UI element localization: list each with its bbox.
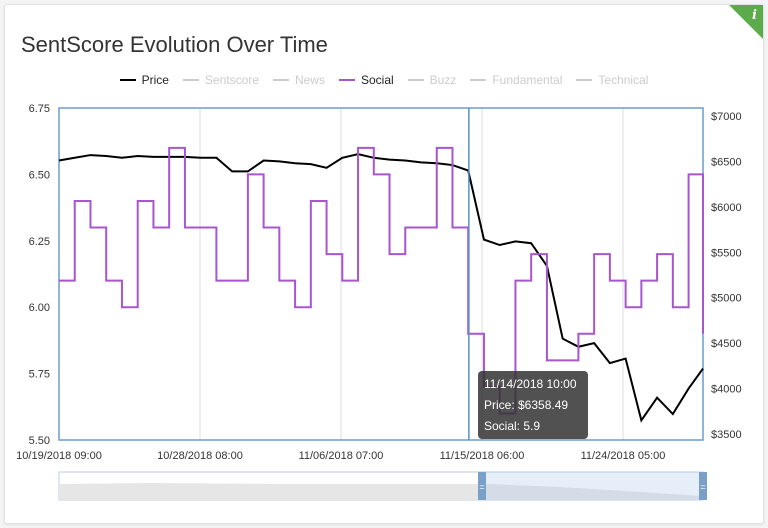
navigator-selection: [481, 472, 703, 500]
legend-swatch: [338, 79, 355, 81]
series-line-social: [59, 146, 704, 415]
y-right-tick-label: $5500: [711, 247, 742, 259]
y-left-tick-label: 6.75: [29, 103, 50, 115]
navigator-handle-right[interactable]: [699, 472, 707, 500]
info-corner[interactable]: [729, 5, 763, 39]
y-left-tick-label: 6.50: [29, 169, 50, 181]
legend-item-price[interactable]: Price: [119, 73, 169, 87]
y-right-tick-label: $7000: [711, 111, 742, 123]
tooltip: 11/14/2018 10:00 Price: $6358.49 Social:…: [478, 371, 588, 439]
legend-swatch: [272, 79, 289, 81]
y-right-tick-label: $3500: [711, 429, 742, 441]
legend-item-sentscore[interactable]: Sentscore: [182, 73, 259, 87]
x-tick-label: 11/15/2018 06:00: [440, 450, 525, 462]
legend-item-buzz[interactable]: Buzz: [407, 73, 457, 87]
legend-label: Technical: [598, 73, 649, 87]
x-tick-label: 10/19/2018 09:00: [16, 450, 102, 462]
chart-title: SentScore Evolution Over Time: [21, 32, 328, 57]
y-right-tick-label: $4500: [711, 338, 742, 350]
tooltip-price: Price: $6358.49: [484, 398, 569, 412]
y-left-tick-label: 6.25: [29, 236, 50, 248]
y-right-tick-label: $6500: [711, 156, 742, 168]
legend-label: Buzz: [429, 73, 457, 87]
y-right-tick-label: $5000: [711, 293, 742, 305]
navigator-handle-left[interactable]: [477, 472, 486, 500]
legend-swatch: [470, 79, 487, 81]
legend-swatch: [576, 79, 593, 81]
tooltip-time: 11/14/2018 10:00: [484, 377, 577, 391]
y-right-tick-label: $4000: [711, 384, 742, 396]
legend-label: Fundamental: [492, 73, 563, 87]
y-right-tick-label: $6000: [711, 202, 742, 214]
legend-label: Price: [141, 73, 169, 87]
legend-item-news[interactable]: News: [272, 73, 325, 87]
tooltip-social: Social: 5.9: [484, 419, 541, 433]
handle-grip-icon: =: [479, 482, 484, 492]
legend-label: Social: [360, 73, 394, 87]
x-tick-label: 10/28/2018 08:00: [157, 450, 243, 462]
chart-card: i: [4, 4, 764, 524]
x-tick-label: 11/06/2018 07:00: [299, 450, 384, 462]
navigator-area: [59, 483, 703, 500]
legend-swatch: [182, 79, 199, 81]
legend-swatch: [119, 79, 136, 81]
legend-item-fundamental[interactable]: Fundamental: [470, 73, 562, 87]
legend-item-social[interactable]: Social: [338, 73, 394, 87]
handle-grip-icon: =: [700, 482, 705, 492]
y-left-tick-label: 5.50: [29, 435, 50, 447]
series-line-price: [58, 153, 704, 423]
y-left-tick-label: 5.75: [29, 369, 50, 381]
legend: Price Sentscore News Social Buzz Fundamental T…: [0, 73, 768, 87]
legend-label: Sentscore: [204, 73, 259, 87]
info-icon[interactable]: i: [752, 8, 757, 23]
legend-item-technical[interactable]: Technical: [576, 73, 648, 87]
legend-label: News: [294, 73, 325, 87]
y-left-tick-label: 6.00: [29, 302, 50, 314]
x-tick-label: 11/24/2018 05:00: [581, 450, 666, 462]
legend-swatch: [407, 79, 424, 81]
